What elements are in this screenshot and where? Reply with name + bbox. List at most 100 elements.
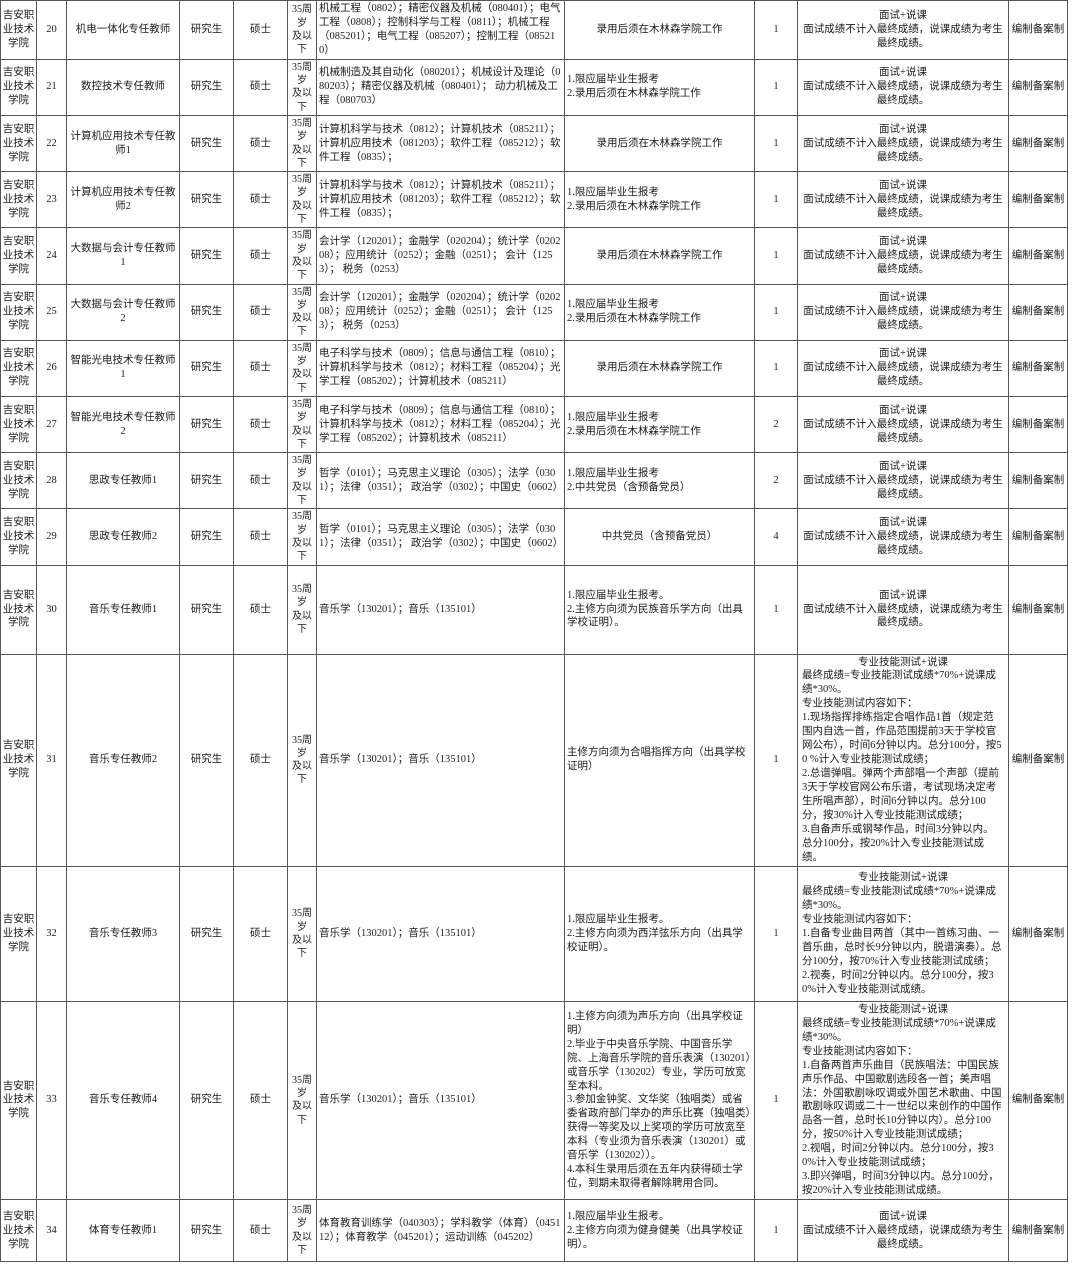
- headcount-cell: 1: [754, 171, 798, 229]
- majors-cell: 计算机科学与技术（0812）；计算机技术（085211）；计算机应用技术（081…: [316, 114, 565, 173]
- exam-method-cell: 面试+说课 面试成绩不计入最终成绩，说课成绩为考生最终成绩。: [797, 0, 1009, 60]
- institution-cell: 吉安职业技术学院: [0, 114, 37, 173]
- staffing-type-cell: 编制备案制: [1008, 171, 1068, 229]
- table-row: 吉安职业技术学院 26 智能光电技术专任教师1 研究生 硕士 35周岁 及以下 …: [0, 339, 1068, 397]
- exam-method-cell: 面试+说课 面试成绩不计入最终成绩，说课成绩为考生最终成绩。: [797, 227, 1009, 285]
- degree-cell: 硕士: [233, 1199, 288, 1263]
- table-row: 吉安职业技术学院 31 音乐专任教师2 研究生 硕士 35周岁 及以下 音乐学（…: [0, 653, 1068, 867]
- table-row: 吉安职业技术学院 33 音乐专任教师4 研究生 硕士 35周岁 及以下 音乐学（…: [0, 1000, 1068, 1201]
- exam-method-cell: 面试+说课 面试成绩不计入最终成绩，说课成绩为考生最终成绩。: [797, 339, 1009, 397]
- row-number-cell: 23: [36, 171, 67, 229]
- other-conditions-cell: 主修方向须为合唱指挥方向（出具学校证明）: [564, 653, 755, 867]
- degree-cell: 硕士: [233, 339, 288, 397]
- institution-cell: 吉安职业技术学院: [0, 395, 37, 454]
- degree-cell: 硕士: [233, 452, 288, 510]
- exam-method-body: 面试成绩不计入最终成绩，说课成绩为考生最终成绩。: [803, 362, 1003, 388]
- institution-cell: 吉安职业技术学院: [0, 227, 37, 285]
- other-conditions-cell: 1.限应届毕业生报考。 2.主修方向须为西洋弦乐方向（出具学校证明）。: [564, 865, 755, 1002]
- exam-method-cell: 面试+说课 面试成绩不计入最终成绩，说课成绩为考生最终成绩。: [797, 395, 1009, 454]
- table-row: 吉安职业技术学院 32 音乐专任教师3 研究生 硕士 35周岁 及以下 音乐学（…: [0, 865, 1068, 1002]
- degree-cell: 硕士: [233, 0, 288, 60]
- exam-method-body: 面试成绩不计入最终成绩，说课成绩为考生最终成绩。: [803, 193, 1003, 219]
- staffing-type-cell: 编制备案制: [1008, 283, 1068, 341]
- majors-cell: 哲学（0101）；马克思主义理论（0305）；法学（0301）；法律（0351）…: [316, 508, 565, 566]
- education-cell: 研究生: [179, 227, 234, 285]
- headcount-cell: 1: [754, 114, 798, 173]
- degree-cell: 硕士: [233, 564, 288, 655]
- headcount-cell: 1: [754, 1199, 798, 1263]
- staffing-type-cell: 编制备案制: [1008, 1199, 1068, 1263]
- age-limit-cell: 35周岁 及以下: [287, 865, 317, 1002]
- exam-method-cell: 面试+说课 面试成绩不计入最终成绩，说课成绩为考生最终成绩。: [797, 58, 1009, 117]
- education-cell: 研究生: [179, 339, 234, 397]
- exam-method-title: 专业技能测试+说课: [858, 872, 948, 883]
- other-conditions-cell: 录用后须在木林森学院工作: [564, 227, 755, 285]
- education-cell: 研究生: [179, 865, 234, 1002]
- table-row: 吉安职业技术学院 30 音乐专任教师1 研究生 硕士 35周岁 及以下 音乐学（…: [0, 564, 1068, 655]
- majors-cell: 音乐学（130201）；音乐（135101）: [316, 564, 565, 655]
- age-limit-cell: 35周岁 及以下: [287, 0, 317, 60]
- staffing-type-cell: 编制备案制: [1008, 58, 1068, 117]
- exam-method-title: 面试+说课: [879, 404, 927, 416]
- majors-cell: 电子科学与技术（0809）；信息与通信工程（0810）；计算机科学与技术（081…: [316, 339, 565, 397]
- headcount-cell: 1: [754, 0, 798, 60]
- majors-cell: 体育教育训练学（040303）；学科教学（体育）（045112）；体育教学（04…: [316, 1199, 565, 1263]
- headcount-cell: 1: [754, 227, 798, 285]
- position-title-cell: 计算机应用技术专任教师2: [66, 171, 180, 229]
- other-conditions-cell: 1.主修方向须为声乐方向（出具学校证明） 2.毕业于中央音乐学院、中国音乐学院、…: [564, 1000, 755, 1201]
- degree-cell: 硕士: [233, 865, 288, 1002]
- exam-method-body: 面试成绩不计入最终成绩，说课成绩为考生最终成绩。: [803, 1224, 1003, 1250]
- other-conditions-cell: 录用后须在木林森学院工作: [564, 339, 755, 397]
- education-cell: 研究生: [179, 564, 234, 655]
- degree-cell: 硕士: [233, 653, 288, 867]
- exam-method-cell: 专业技能测试+说课 最终成绩=专业技能测试成绩*70%+说课成绩*30%。 专业…: [797, 1000, 1009, 1201]
- institution-cell: 吉安职业技术学院: [0, 0, 37, 60]
- row-number-cell: 24: [36, 227, 67, 285]
- age-limit-cell: 35周岁 及以下: [287, 114, 317, 173]
- education-cell: 研究生: [179, 58, 234, 117]
- row-number-cell: 25: [36, 283, 67, 341]
- exam-method-cell: 专业技能测试+说课 最终成绩=专业技能测试成绩*70%+说课成绩*30%。 专业…: [797, 653, 1009, 867]
- education-cell: 研究生: [179, 1199, 234, 1263]
- row-number-cell: 20: [36, 0, 67, 60]
- position-title-cell: 智能光电技术专任教师1: [66, 339, 180, 397]
- staffing-type-cell: 编制备案制: [1008, 865, 1068, 1002]
- position-title-cell: 大数据与会计专任教师2: [66, 283, 180, 341]
- headcount-cell: 1: [754, 283, 798, 341]
- education-cell: 研究生: [179, 508, 234, 566]
- staffing-type-cell: 编制备案制: [1008, 227, 1068, 285]
- exam-method-title: 专业技能测试+说课: [858, 656, 948, 668]
- exam-method-body: 最终成绩=专业技能测试成绩*70%+说课成绩*30%。 专业技能测试内容如下： …: [802, 670, 1002, 863]
- education-cell: 研究生: [179, 1000, 234, 1201]
- exam-method-title: 面试+说课: [879, 589, 927, 601]
- row-number-cell: 22: [36, 114, 67, 173]
- headcount-cell: 1: [754, 1000, 798, 1201]
- majors-cell: 会计学（120201）；金融学（020204）；统计学（020208）；应用统计…: [316, 283, 565, 341]
- exam-method-cell: 面试+说课 面试成绩不计入最终成绩，说课成绩为考生最终成绩。: [797, 283, 1009, 341]
- majors-cell: 计算机科学与技术（0812）；计算机技术（085211）；计算机应用技术（081…: [316, 171, 565, 229]
- majors-cell: 音乐学（130201）；音乐（135101）: [316, 1000, 565, 1201]
- education-cell: 研究生: [179, 452, 234, 510]
- staffing-type-cell: 编制备案制: [1008, 339, 1068, 397]
- position-title-cell: 音乐专任教师4: [66, 1000, 180, 1201]
- exam-method-body: 面试成绩不计入最终成绩，说课成绩为考生最终成绩。: [803, 474, 1003, 500]
- age-limit-cell: 35周岁 及以下: [287, 1199, 317, 1263]
- position-title-cell: 计算机应用技术专任教师1: [66, 114, 180, 173]
- other-conditions-cell: 1.限应届毕业生报考 2.录用后须在木林森学院工作: [564, 283, 755, 341]
- row-number-cell: 26: [36, 339, 67, 397]
- table-row: 吉安职业技术学院 27 智能光电技术专任教师2 研究生 硕士 35周岁 及以下 …: [0, 395, 1068, 454]
- age-limit-cell: 35周岁 及以下: [287, 171, 317, 229]
- majors-cell: 哲学（0101）；马克思主义理论（0305）；法学（0301）；法律（0351）…: [316, 452, 565, 510]
- staffing-type-cell: 编制备案制: [1008, 395, 1068, 454]
- headcount-cell: 2: [754, 395, 798, 454]
- majors-cell: 机械制造及其自动化（080201）；机械设计及理论（080203）；精密仪器及机…: [316, 58, 565, 117]
- position-title-cell: 体育专任教师1: [66, 1199, 180, 1263]
- staffing-type-cell: 编制备案制: [1008, 0, 1068, 60]
- exam-method-body: 面试成绩不计入最终成绩，说课成绩为考生最终成绩。: [803, 603, 1003, 629]
- staffing-type-cell: 编制备案制: [1008, 114, 1068, 173]
- other-conditions-cell: 1.限应届毕业生报考 2.录用后须在木林森学院工作: [564, 58, 755, 117]
- staffing-type-cell: 编制备案制: [1008, 564, 1068, 655]
- exam-method-title: 面试+说课: [879, 123, 927, 135]
